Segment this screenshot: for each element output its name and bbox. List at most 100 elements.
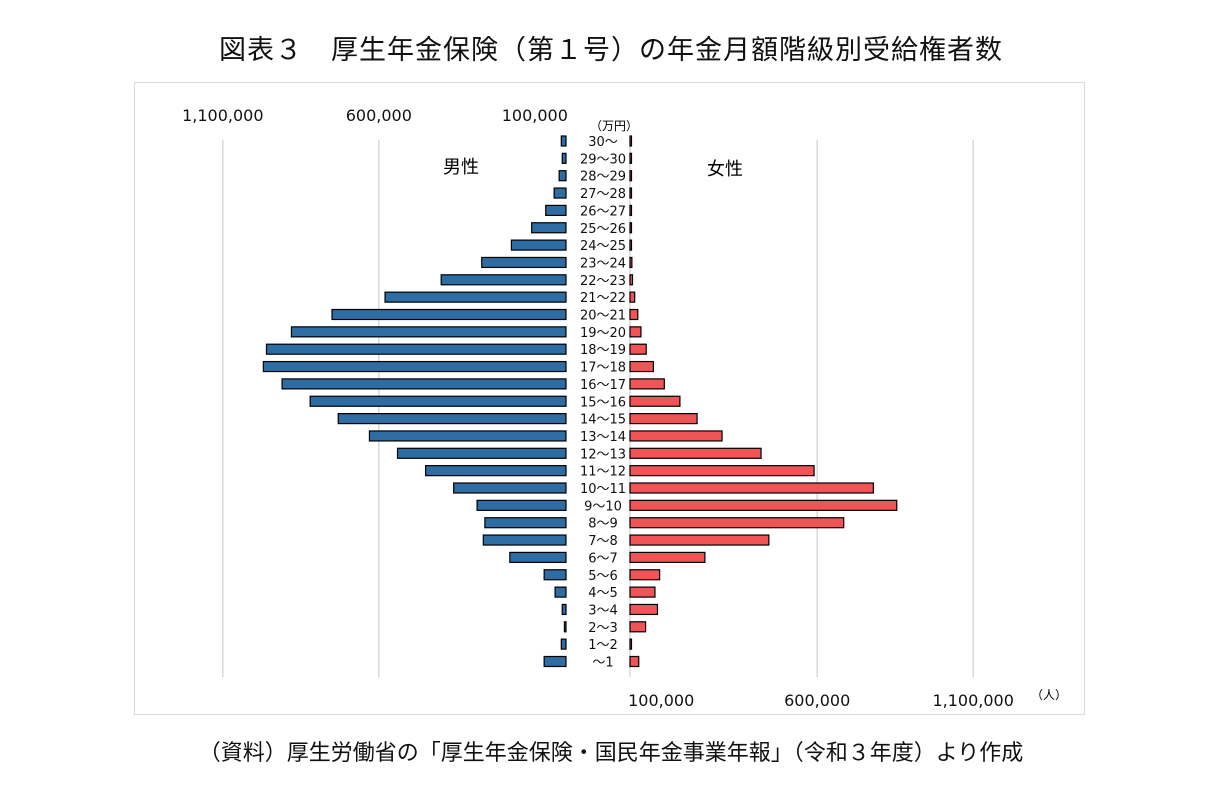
bars — [262, 135, 898, 668]
bar-female — [629, 291, 636, 303]
tick-labels: 100,000 100,000 600,000 600,000 1,100,000 1,1… — [182, 106, 1014, 710]
category-label: 3～4 — [588, 603, 618, 618]
category-label: 21～22 — [580, 291, 626, 306]
category-label: 10～11 — [580, 482, 626, 497]
category-label: 26～27 — [580, 204, 626, 219]
bar-male — [331, 308, 567, 321]
tick-label-left: 600,000 — [346, 106, 412, 125]
x-unit-label: （人） — [1031, 688, 1067, 702]
bar-male — [384, 291, 567, 303]
category-label: 23～24 — [580, 256, 626, 271]
bar-female — [629, 222, 633, 234]
bar-female — [629, 638, 633, 650]
category-label: 17～18 — [580, 361, 626, 376]
bar-male — [309, 395, 567, 407]
bar-female — [629, 655, 640, 668]
category-label: 9～10 — [584, 499, 622, 514]
bar-female — [629, 534, 770, 546]
category-label: 1～2 — [588, 638, 618, 653]
bar-male — [543, 569, 567, 581]
bar-female — [629, 413, 698, 425]
bar-male — [560, 638, 567, 650]
bar-male — [481, 256, 567, 269]
category-label: 20～21 — [580, 309, 626, 324]
bar-female — [629, 343, 647, 355]
tick-label-right: 100,000 — [628, 691, 694, 710]
category-label: ～1 — [592, 656, 613, 671]
bar-female — [629, 517, 845, 529]
category-label: 14～15 — [580, 413, 626, 428]
bar-female — [629, 621, 647, 633]
category-label: 27～28 — [580, 187, 626, 202]
category-label: 18～19 — [580, 343, 626, 358]
pyramid-chart: 30～ 29～30 28～29 27～28 26～27 25～26 24～25 23～24 22… — [182, 106, 1067, 710]
category-label: 12～13 — [580, 447, 626, 462]
bar-female — [629, 586, 656, 598]
category-label: 19～20 — [580, 326, 626, 341]
bar-male — [554, 586, 567, 598]
series-label-male: 男性 — [443, 157, 479, 178]
bar-male — [560, 135, 567, 147]
category-label: 29～30 — [580, 152, 626, 167]
category-label: 15～16 — [580, 395, 626, 410]
tick-label-left: 1,100,000 — [182, 106, 263, 125]
category-label: 8～9 — [588, 517, 618, 532]
bar-male — [561, 603, 567, 616]
category-label: 11～12 — [580, 465, 626, 480]
bar-female — [629, 187, 633, 199]
bar-male — [563, 621, 567, 633]
category-label: 24～25 — [580, 239, 626, 254]
bar-female — [629, 170, 633, 182]
bar-female — [629, 447, 762, 459]
tick-label-right: 1,100,000 — [932, 691, 1013, 710]
bar-female — [629, 239, 633, 251]
bar-male — [545, 204, 567, 217]
bar-male — [425, 465, 567, 477]
category-label: 16～17 — [580, 378, 626, 393]
bar-female — [629, 135, 633, 147]
bar-female — [629, 360, 654, 373]
bar-male — [484, 517, 567, 529]
category-label: 25～26 — [580, 222, 626, 237]
bar-male — [262, 360, 567, 373]
bar-female — [629, 256, 633, 269]
category-label: 6～7 — [588, 551, 618, 566]
bar-female — [629, 152, 633, 164]
category-labels: 30～ 29～30 28～29 27～28 26～27 25～26 24～25 23～24 22… — [580, 135, 626, 671]
bar-female — [629, 430, 723, 442]
bar-female — [629, 465, 815, 477]
category-label: 30～ — [588, 135, 618, 150]
category-label: 13～14 — [580, 430, 626, 445]
bar-male — [290, 326, 567, 338]
category-label: 7～8 — [588, 534, 618, 549]
bar-female — [629, 326, 642, 338]
tick-label-right: 600,000 — [784, 691, 850, 710]
bar-male — [337, 413, 567, 425]
bar-male — [440, 274, 567, 286]
bar-male — [265, 343, 567, 355]
bar-male — [553, 187, 567, 199]
bar-male — [561, 152, 567, 164]
chart-title: 図表３ 厚生年金保険（第１号）の年金月額階級別受給権者数 — [219, 35, 1003, 66]
category-label: 22～23 — [580, 274, 626, 289]
bar-male — [281, 378, 567, 390]
bar-male — [453, 482, 567, 494]
bar-female — [629, 603, 659, 616]
bar-male — [558, 170, 567, 182]
bar-male — [531, 222, 567, 234]
y-unit-label: （万円） — [590, 119, 638, 133]
series-label-female: 女性 — [707, 159, 743, 180]
bar-male — [509, 551, 567, 563]
bar-female — [629, 569, 661, 581]
bar-female — [629, 482, 874, 494]
bar-male — [543, 655, 567, 668]
bar-female — [629, 204, 633, 217]
bar-female — [629, 378, 665, 390]
chart-area: 30～ 29～30 28～29 27～28 26～27 25～26 24～25 23～24 22… — [134, 82, 1085, 715]
bar-female — [629, 308, 639, 321]
category-label: 5～6 — [588, 569, 618, 584]
bar-male — [510, 239, 567, 251]
bar-female — [629, 395, 681, 407]
bar-male — [476, 499, 567, 511]
bar-female — [629, 551, 706, 563]
